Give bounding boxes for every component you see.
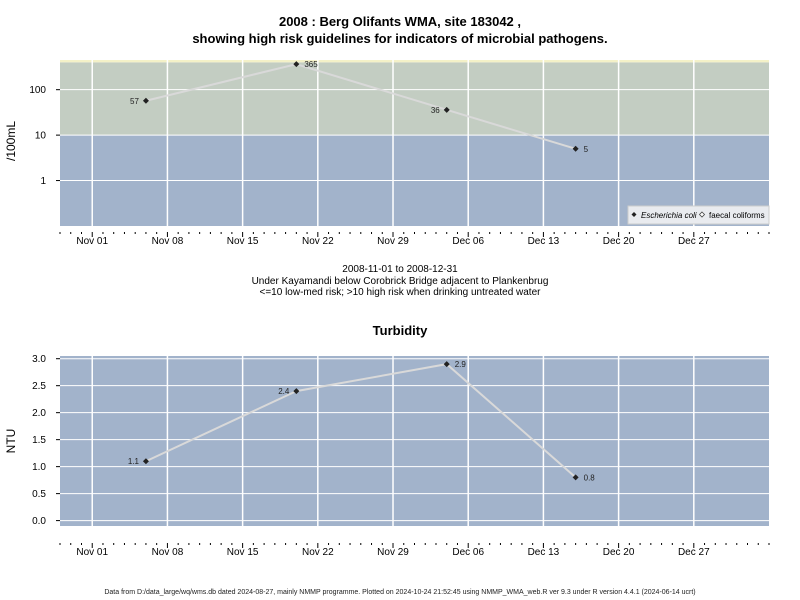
chart2-y-tick-label: 2.0 [32, 408, 46, 419]
chart1-x-tick-label: Dec 20 [603, 236, 635, 247]
chart1-legend-box [627, 205, 770, 225]
chart2-x-tick-label: Nov 22 [302, 547, 334, 558]
chart1-x-tick-label: Nov 15 [227, 236, 259, 247]
chart2-y-tick-label: 1.0 [32, 462, 46, 473]
chart1-data-point [572, 145, 579, 152]
chart1-legend-label-faecal: faecal coliforms [709, 211, 765, 220]
chart2-x-tick-label: Dec 27 [678, 547, 710, 558]
chart2-plot-background [60, 356, 769, 526]
chart2-data-label: 0.8 [584, 473, 596, 482]
chart1-x-tick-label: Nov 01 [76, 236, 108, 247]
chart1-legend-marker-ecoli [631, 212, 637, 217]
chart1-data-label: 365 [304, 60, 318, 69]
chart1-y-tick-label: 10 [35, 131, 47, 142]
chart2-series-line [145, 363, 577, 479]
chart1-legend-label-ecoli: Escherichia coli [641, 211, 697, 220]
chart1-x-tick-label: Dec 13 [528, 236, 560, 247]
chart1-x-tick-label: Nov 29 [377, 236, 409, 247]
chart2-x-tick-label: Dec 13 [528, 547, 560, 558]
chart1-y-tick-label: 100 [29, 85, 46, 96]
chart2-data-label: 2.4 [278, 387, 290, 396]
chart1-data-point [142, 97, 149, 104]
chart2-y-tick-label: 0.0 [32, 516, 46, 527]
chart2-y-tick-label: 0.5 [32, 489, 46, 500]
chart2-x-tick-label: Nov 08 [152, 547, 184, 558]
chart1-data-point [293, 61, 300, 68]
chart2-data-point [293, 388, 300, 395]
location-caption: Under Kayamandi below Corobrick Bridge a… [251, 276, 549, 287]
chart2-x-tick-label: Nov 15 [227, 547, 259, 558]
chart2-data-point [142, 458, 149, 465]
chart1-data-point [443, 106, 450, 113]
chart2-x-tick-label: Dec 06 [452, 547, 484, 558]
chart1-x-tick-label: Nov 22 [302, 236, 334, 247]
chart2-y-tick-label: 2.5 [32, 381, 46, 392]
chart2-x-tick-label: Nov 01 [76, 547, 108, 558]
chart-title-line1: 2008 : Berg Olifants WMA, site 183042 , [278, 14, 522, 29]
chart1-risk-band-3 [60, 60, 769, 63]
chart2-data-point [443, 361, 450, 368]
chart1-y-tick-label: 1 [40, 176, 46, 187]
chart2-x-tick-label: Dec 20 [603, 547, 635, 558]
chart1-data-label: 36 [431, 106, 440, 115]
chart2-data-label: 2.9 [455, 360, 467, 369]
chart1-legend-marker-faecal [698, 211, 706, 218]
chart1-data-label: 5 [584, 145, 589, 154]
chart-title-line2: showing high risk guidelines for indicat… [192, 31, 608, 46]
guideline-caption: <=10 low-med risk; >10 high risk when dr… [259, 287, 541, 298]
chart1-x-tick-label: Nov 08 [152, 236, 184, 247]
turbidity-title: Turbidity [372, 323, 428, 338]
chart1-series-line [145, 63, 576, 150]
chart1-data-label: 57 [130, 97, 139, 106]
chart1-risk-band-2 [60, 62, 769, 136]
chart1-x-tick-label: Dec 27 [678, 236, 710, 247]
period-caption: 2008-11-01 to 2008-12-31 [342, 264, 458, 275]
chart2-y-tick-label: 1.5 [32, 435, 46, 446]
chart2-x-tick-label: Nov 29 [377, 547, 409, 558]
chart2-data-point [572, 474, 579, 481]
chart1-x-tick-label: Dec 06 [452, 236, 484, 247]
chart2-data-label: 1.1 [128, 457, 140, 466]
chart2-y-tick-label: 3.0 [32, 354, 46, 365]
footer-note: Data from D:/data_large/wq/wms.db dated … [104, 589, 696, 596]
